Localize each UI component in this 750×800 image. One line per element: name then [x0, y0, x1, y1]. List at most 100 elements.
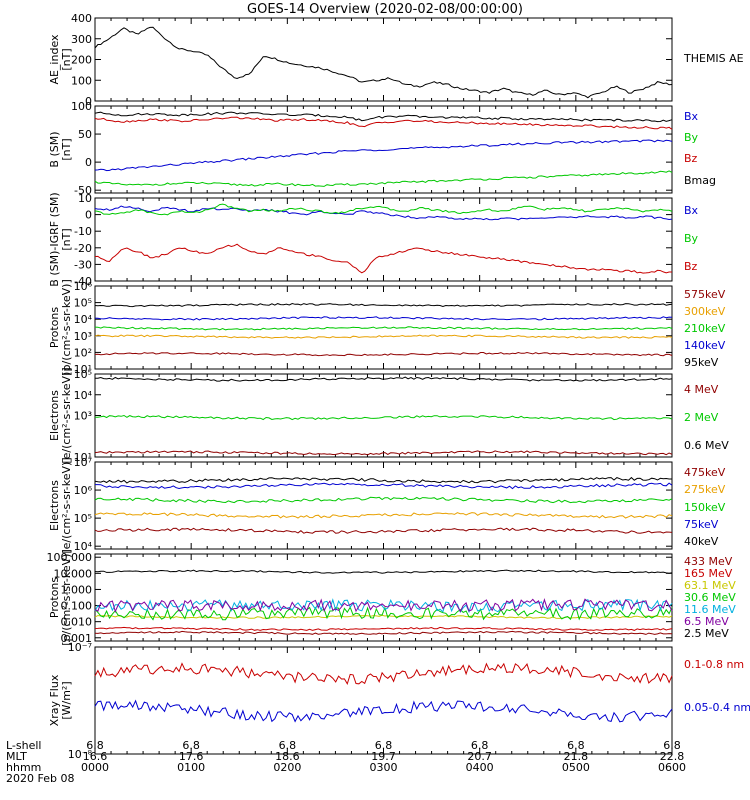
series-line-protons-2	[94, 326, 673, 331]
y-tick-label: 10.000	[54, 567, 93, 580]
series-label: 0.05-0.4 nm	[684, 701, 750, 714]
series-line-protons_hi-6	[94, 569, 673, 574]
x-tick-label-hhmm: 0200	[273, 761, 301, 774]
y-axis-label: Electrons	[48, 480, 61, 531]
series-line-bsm-2	[94, 116, 673, 130]
panel-frame	[94, 461, 673, 550]
y-axis-label: B (SM)	[48, 131, 61, 167]
y-tick-label: 0	[85, 156, 92, 169]
y-tick-label: 100.000	[47, 551, 93, 564]
series-label: By	[684, 232, 699, 245]
x-tick-label-lshell: 6.8	[375, 739, 393, 752]
y-axis-label: [nT]	[60, 228, 73, 250]
series-line-protons-1	[94, 334, 673, 339]
series-line-xray-1	[94, 699, 673, 723]
series-label: Bz	[684, 260, 698, 273]
series-label: 575keV	[684, 288, 726, 301]
y-axis-label: [W/m²]	[60, 681, 73, 719]
x-tick-label-mlt: 17.6	[179, 750, 204, 763]
series-line-elec2-2	[94, 496, 673, 504]
series-label: By	[684, 131, 699, 144]
panel-protons: 10¹ 10² 10³ 10⁴ 10⁵ 10⁶ Protons [p/(cm²-s-sr-ke…	[48, 279, 726, 376]
x-tick-label-hhmm: 0100	[177, 761, 205, 774]
x-tick-label-hhmm: 0600	[658, 761, 686, 774]
series-label: Bmag	[684, 174, 716, 187]
series-label: Bx	[684, 204, 699, 217]
y-axis-label: [p/(cm²-s-sr-keV)]	[60, 279, 73, 376]
panel-protons_hi: 0.001 0.010 0.100 1.000 10.000 100.000 Protons…	[47, 549, 737, 646]
panel-frame	[94, 17, 673, 102]
y-tick-label: -40	[74, 275, 92, 288]
x-tick-label-lshell: 6.8	[86, 739, 104, 752]
series-line-xray-0	[94, 662, 673, 686]
y-tick-label: 10⁵	[74, 368, 92, 381]
series-line-bigrf-2	[94, 243, 672, 274]
series-line-protons-4	[94, 302, 673, 308]
y-axis-label: Electrons	[48, 390, 61, 441]
y-tick-label: 10²	[74, 346, 92, 359]
y-tick-label: 50	[78, 128, 92, 141]
y-tick-label: 10	[78, 192, 92, 205]
series-label: 30.6 MeV	[684, 591, 736, 604]
x-tick-label-mlt: 18.6	[275, 750, 300, 763]
x-row-label: hhmm	[6, 761, 41, 774]
x-tick-label-lshell: 6.8	[663, 739, 681, 752]
y-axis-label: [nT]	[60, 48, 73, 70]
series-line-elec1-1	[95, 414, 673, 421]
y-tick-label: 10⁻⁷	[68, 641, 92, 654]
x-tick-label-lshell: 6.8	[279, 739, 297, 752]
x-tick-label-mlt: 19.7	[371, 750, 396, 763]
series-line-elec1-2	[95, 376, 673, 382]
panel-bigrf: -40 -30 -20 -10 0 10 B (SM)-IGRF (SM) [nT] Bx By B…	[48, 192, 699, 288]
x-tick-label-hhmm: 0400	[466, 761, 494, 774]
y-tick-label: 1.000	[61, 583, 93, 596]
series-label: 0.6 MeV	[684, 439, 729, 452]
series-label: 275keV	[684, 483, 726, 496]
series-label: Bx	[684, 110, 699, 123]
y-tick-label: 0.100	[61, 600, 93, 613]
y-tick-label: 0.001	[61, 632, 93, 645]
x-row-label: MLT	[6, 750, 27, 763]
series-label: 210keV	[684, 322, 726, 335]
series-line-elec2-4	[94, 476, 672, 484]
series-line-protons_hi-4	[94, 598, 673, 614]
series-line-protons_hi-1	[94, 626, 673, 631]
series-label: 300keV	[684, 305, 726, 318]
panel-frame	[94, 373, 673, 458]
x-tick-label-mlt: 20.7	[467, 750, 492, 763]
y-tick-label: -10	[74, 225, 92, 238]
y-tick-label: 10³	[74, 330, 92, 343]
series-label: 11.6 MeV	[684, 603, 736, 616]
panel-frame	[94, 646, 673, 755]
series-line-protons_hi-3	[94, 606, 673, 621]
series-label: THEMIS AE	[683, 52, 744, 65]
y-axis-label: Xray Flux	[48, 674, 61, 726]
series-label: 2.5 MeV	[684, 627, 729, 640]
y-tick-label: 10¹	[74, 363, 92, 376]
series-line-protons_hi-5	[94, 597, 673, 614]
y-tick-label: -50	[74, 184, 92, 197]
series-line-protons_hi-0	[94, 630, 673, 635]
y-tick-label: 10⁴	[74, 540, 93, 553]
x-tick-label-mlt: 21.8	[564, 750, 589, 763]
y-axis-label: [nT]	[60, 138, 73, 160]
series-label: 2 MeV	[684, 411, 719, 424]
y-axis-label: Protons	[48, 307, 61, 348]
y-tick-label: 0	[85, 209, 92, 222]
series-label: 150keV	[684, 501, 726, 514]
y-tick-label: 100	[71, 74, 92, 87]
y-tick-label: 400	[71, 12, 92, 25]
x-row-label: 2020 Feb 08	[6, 772, 74, 785]
series-line-bigrf-1	[94, 203, 673, 216]
y-tick-label: 0.010	[61, 616, 93, 629]
y-tick-label: 200	[71, 54, 92, 67]
series-line-elec1-0	[94, 450, 673, 456]
y-axis-label: B (SM)-IGRF (SM)	[48, 192, 61, 286]
y-axis-label: Protons	[48, 577, 61, 618]
series-line-elec2-3	[95, 482, 673, 490]
y-axis-label: [p/(cm²-s-sr-keV)]	[60, 549, 73, 646]
series-label: Bz	[684, 152, 698, 165]
y-tick-label: 10⁵	[74, 297, 92, 310]
